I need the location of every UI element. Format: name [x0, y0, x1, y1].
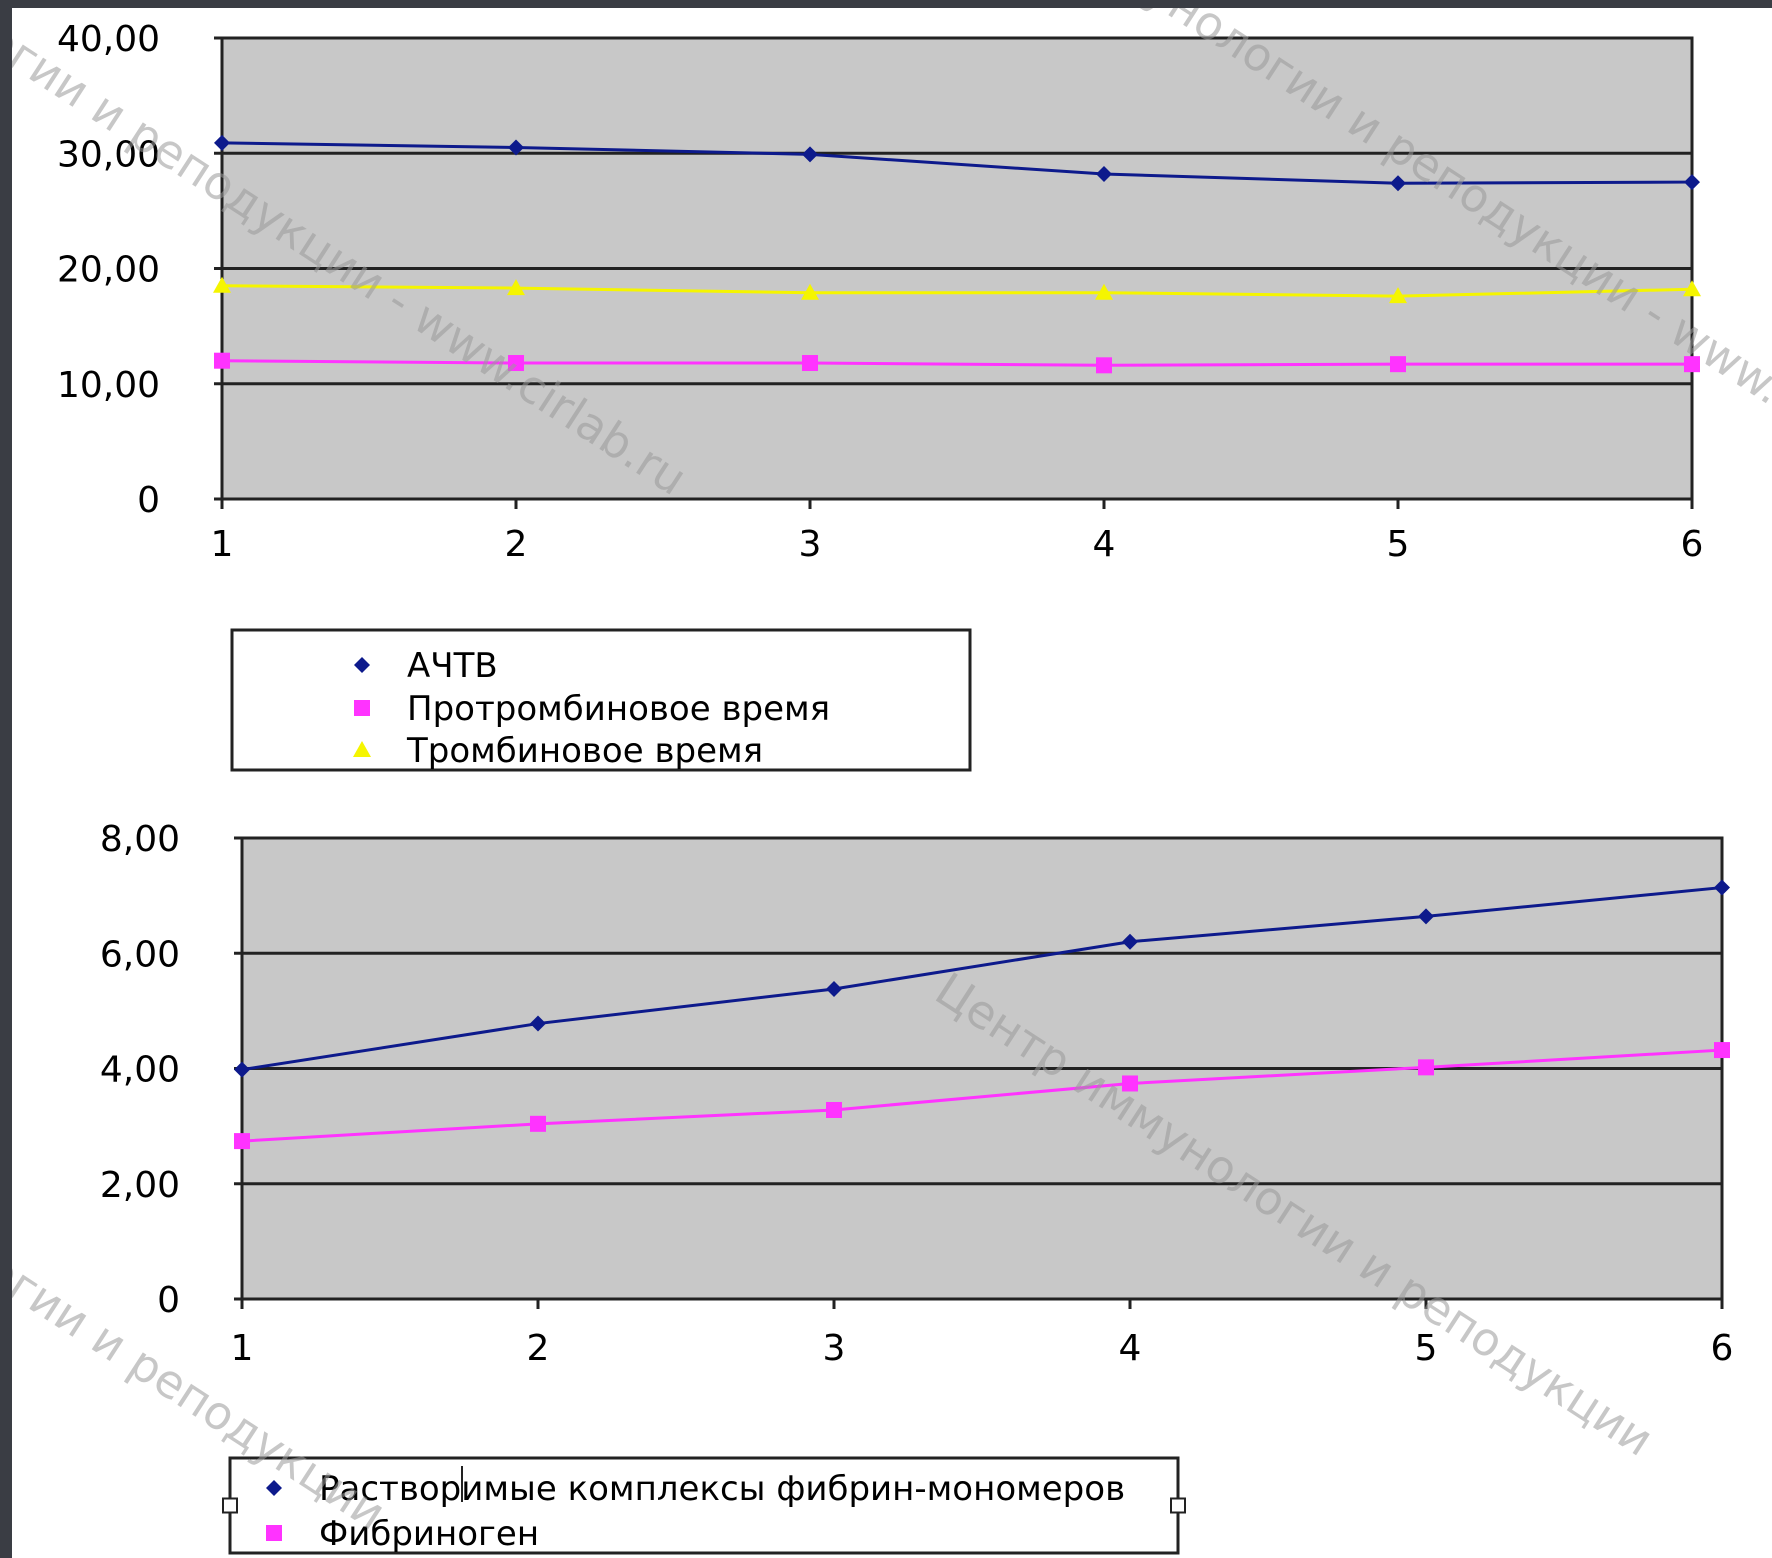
x-tick-label: 1	[211, 524, 234, 565]
x-tick-label: 4	[1119, 1328, 1142, 1369]
legend-marker	[354, 700, 370, 716]
y-tick-label: 10,00	[57, 365, 160, 406]
y-tick-label: 40,00	[57, 19, 160, 60]
x-tick-label: 5	[1387, 524, 1410, 565]
resize-handle	[223, 1499, 237, 1513]
x-tick-label: 1	[231, 1328, 254, 1369]
x-tick-label: 4	[1093, 524, 1116, 565]
x-tick-label: 6	[1711, 1328, 1734, 1369]
x-tick-label: 3	[823, 1328, 846, 1369]
legend-label: АЧТВ	[407, 646, 498, 686]
y-tick-label: 20,00	[57, 250, 160, 291]
y-tick-label: 2,00	[100, 1165, 180, 1206]
legend-marker	[266, 1525, 282, 1541]
data-point	[1418, 1059, 1434, 1075]
y-tick-label: 8,00	[100, 819, 180, 860]
legend-label: Растворимые комплексы фибрин-мономеров	[319, 1469, 1125, 1509]
data-point	[530, 1116, 546, 1132]
y-tick-label: 4,00	[100, 1050, 180, 1091]
x-tick-label: 2	[527, 1328, 550, 1369]
y-tick-label: 0	[157, 1280, 180, 1321]
y-tick-label: 0	[137, 480, 160, 521]
x-tick-label: 6	[1681, 524, 1704, 565]
x-tick-label: 3	[799, 524, 822, 565]
data-point	[1714, 1042, 1730, 1058]
data-point	[234, 1133, 250, 1149]
data-point	[826, 1102, 842, 1118]
data-point	[214, 353, 230, 369]
x-tick-label: 2	[505, 524, 528, 565]
data-point	[802, 355, 818, 371]
legend-label: Протромбиновое время	[407, 689, 830, 729]
resize-handle	[1171, 1499, 1185, 1513]
data-point	[1096, 357, 1112, 373]
legend-label: Тромбиновое время	[406, 731, 763, 771]
y-tick-label: 6,00	[100, 934, 180, 975]
data-point	[1390, 356, 1406, 372]
slide: 0 10,00 20,00 30,00 40,00 1 2 3 4 5 6 АЧТВ Протромби…	[12, 8, 1772, 1558]
